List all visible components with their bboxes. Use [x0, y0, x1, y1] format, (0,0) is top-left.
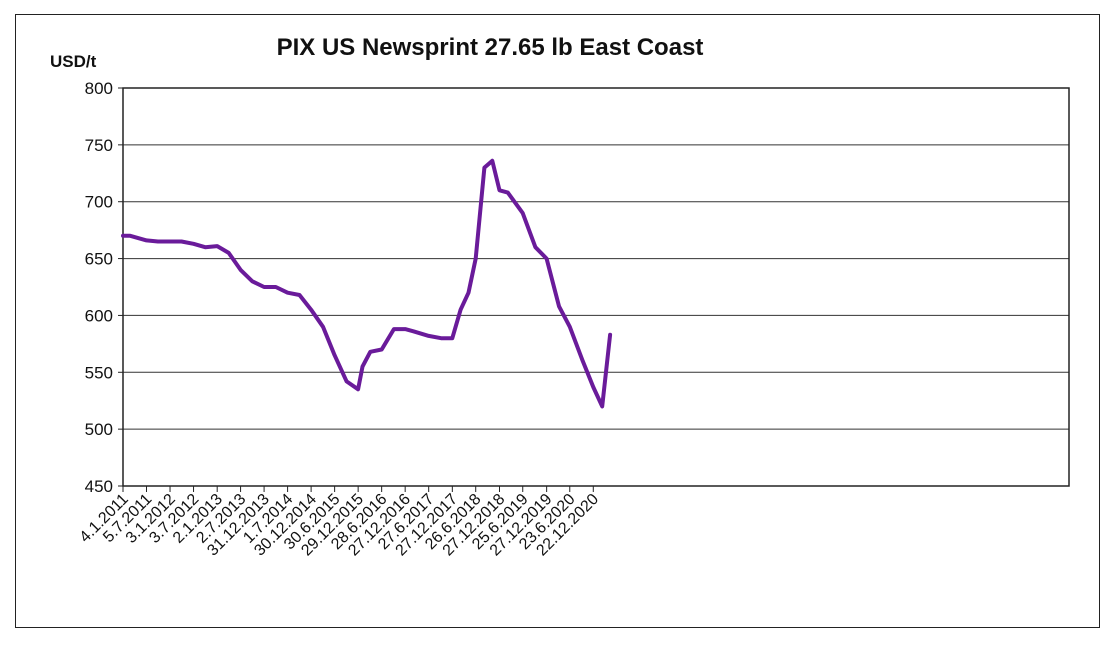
- y-tick-label: 650: [85, 250, 113, 269]
- y-tick-label: 450: [85, 477, 113, 496]
- y-axis-unit-label: USD/t: [50, 52, 97, 71]
- y-tick-label: 700: [85, 193, 113, 212]
- plot-area: [122, 87, 1070, 487]
- y-tick-label: 600: [85, 306, 113, 325]
- y-tick-label: 550: [85, 363, 113, 382]
- gridlines: [123, 144, 1069, 430]
- y-tick-label: 800: [85, 79, 113, 98]
- y-axis-ticks: 800 750 700 650 600 550 500 450: [85, 79, 123, 496]
- chart-frame: [15, 14, 1100, 628]
- y-tick-label: 500: [85, 420, 113, 439]
- chart-title: PIX US Newsprint 27.65 lb East Coast: [277, 34, 704, 61]
- series-line: [121, 158, 613, 409]
- x-axis-ticks: 4.1.20115.7.20113.1.20123.7.20122.1.2013…: [77, 486, 602, 559]
- series-layer: [121, 158, 613, 409]
- y-tick-label: 750: [85, 136, 113, 155]
